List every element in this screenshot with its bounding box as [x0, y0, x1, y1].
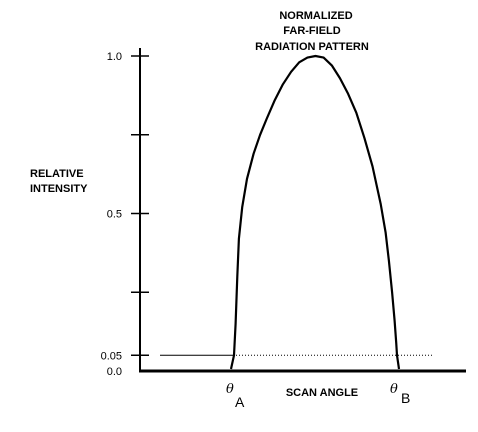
pattern-curve — [229, 54, 401, 370]
chart-title-line-1: NORMALIZED — [279, 10, 352, 22]
chart-title-line-3: RADIATION PATTERN — [255, 41, 369, 53]
chart-title-line-2: FAR-FIELD — [283, 25, 340, 37]
theta-b-subscript: B — [401, 390, 410, 406]
y-axis-label-line-1: RELATIVE — [30, 168, 84, 180]
theta-b-symbol: θ — [390, 382, 398, 397]
y-tick-label-2: 0.05 — [101, 350, 122, 362]
y-axis-label-line-2: INTENSITY — [30, 183, 88, 195]
theta-a-symbol: θ — [226, 382, 234, 397]
y-tick-label-0: 1.0 — [107, 51, 122, 63]
y-tick-label-3: 0.0 — [107, 366, 122, 378]
y-axis-tick-labels: 1.0 0.5 0.05 0.0 — [101, 51, 122, 378]
theta-a-subscript: A — [235, 394, 245, 410]
y-tick-label-1: 0.5 — [107, 209, 122, 221]
y-axis-ticks — [131, 55, 149, 357]
x-axis-label: SCAN ANGLE — [286, 387, 358, 399]
